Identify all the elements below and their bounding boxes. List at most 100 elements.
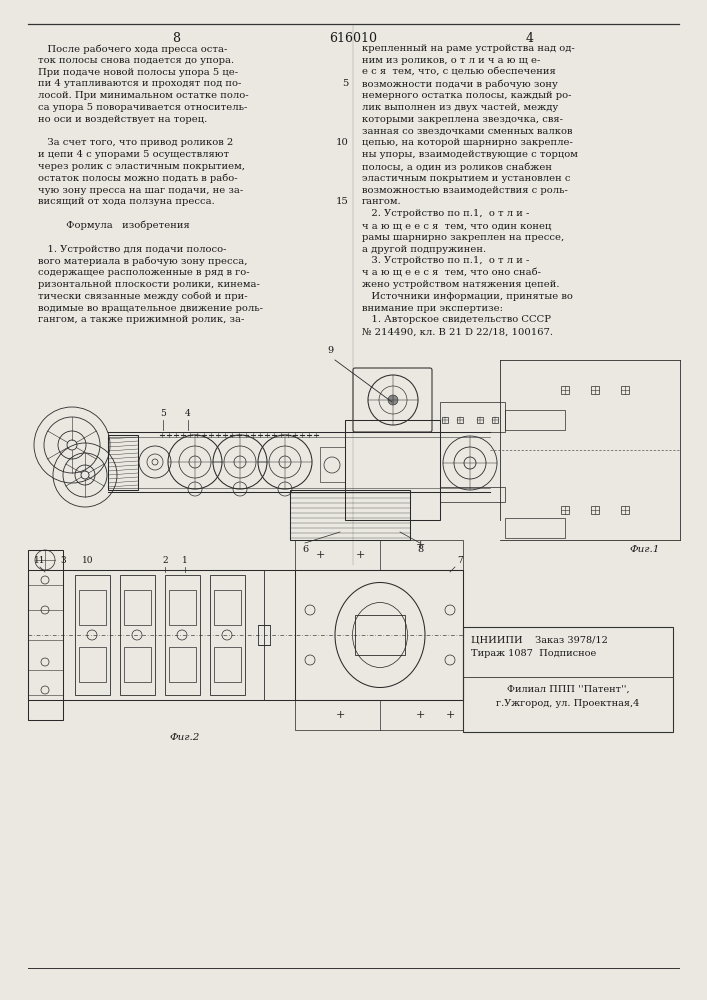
Bar: [463, 627, 673, 732]
Text: 616010: 616010: [329, 32, 377, 45]
Text: При подаче новой полосы упора 5 це-: При подаче новой полосы упора 5 це-: [38, 68, 238, 77]
Bar: [120, 575, 155, 695]
Bar: [28, 550, 63, 720]
Text: Фиг.1: Фиг.1: [630, 545, 660, 554]
Bar: [124, 590, 151, 625]
Text: 4: 4: [185, 409, 191, 418]
Bar: [457, 417, 463, 423]
Bar: [214, 590, 241, 625]
Bar: [440, 402, 505, 432]
Text: 10: 10: [82, 556, 94, 565]
Text: са упора 5 поворачивается относитель-: са упора 5 поворачивается относитель-: [38, 103, 247, 112]
Text: возможностью взаимодействия с роль-: возможностью взаимодействия с роль-: [362, 186, 568, 195]
Text: 3. Устройство по п.1,  о т л и -: 3. Устройство по п.1, о т л и -: [362, 256, 530, 265]
Text: 5: 5: [160, 409, 166, 418]
Text: но оси и воздействует на торец.: но оси и воздействует на торец.: [38, 115, 207, 124]
Text: ЦНИИПИ    Заказ 3978/12: ЦНИИПИ Заказ 3978/12: [471, 635, 608, 644]
Text: Фиг.2: Фиг.2: [170, 733, 200, 742]
Text: № 214490, кл. В 21 D 22/18, 100167.: № 214490, кл. В 21 D 22/18, 100167.: [362, 327, 553, 336]
Text: Формула   изобретения: Формула изобретения: [38, 221, 189, 231]
Bar: [591, 386, 599, 394]
Text: содержащее расположенные в ряд в го-: содержащее расположенные в ряд в го-: [38, 268, 250, 277]
Text: е с я  тем, что, с целью обеспечения: е с я тем, что, с целью обеспечения: [362, 68, 556, 77]
Bar: [210, 575, 245, 695]
Text: через ролик с эластичным покрытием,: через ролик с эластичным покрытием,: [38, 162, 245, 171]
Bar: [75, 575, 110, 695]
Bar: [320, 447, 345, 482]
Text: и цепи 4 с упорами 5 осуществляют: и цепи 4 с упорами 5 осуществляют: [38, 150, 229, 159]
Text: 8: 8: [417, 545, 423, 554]
Bar: [492, 417, 498, 423]
Text: ч а ю щ е е с я  тем, что один конец: ч а ю щ е е с я тем, что один конец: [362, 221, 551, 230]
Bar: [591, 506, 599, 514]
Text: Тираж 1087  Подписное: Тираж 1087 Подписное: [471, 649, 596, 658]
Bar: [477, 417, 483, 423]
Text: 15: 15: [336, 197, 349, 206]
Text: тически связанные между собой и при-: тически связанные между собой и при-: [38, 292, 247, 301]
Text: 7: 7: [457, 556, 463, 565]
Text: После рабочего хода пресса оста-: После рабочего хода пресса оста-: [38, 44, 228, 53]
Text: ны упоры, взаимодействующие с торцом: ны упоры, взаимодействующие с торцом: [362, 150, 578, 159]
Bar: [124, 647, 151, 682]
Text: 11: 11: [34, 556, 46, 565]
Bar: [440, 487, 505, 502]
Text: 1: 1: [182, 556, 188, 565]
Text: остаток полосы можно подать в рабо-: остаток полосы можно подать в рабо-: [38, 174, 238, 183]
Text: лик выполнен из двух частей, между: лик выполнен из двух частей, между: [362, 103, 559, 112]
Bar: [345, 420, 440, 520]
Text: которыми закреплена звездочка, свя-: которыми закреплена звездочка, свя-: [362, 115, 563, 124]
Bar: [355, 615, 405, 655]
Text: +: +: [356, 550, 365, 560]
Circle shape: [388, 395, 398, 405]
Text: крепленный на раме устройства над од-: крепленный на раме устройства над од-: [362, 44, 575, 53]
Bar: [79, 590, 106, 625]
Text: 3: 3: [60, 556, 66, 565]
Text: г.Ужгород, ул. Проектная,4: г.Ужгород, ул. Проектная,4: [496, 699, 640, 708]
Text: 1. Устройство для подачи полосо-: 1. Устройство для подачи полосо-: [38, 245, 226, 254]
Text: ч а ю щ е е с я  тем, что оно снаб-: ч а ю щ е е с я тем, что оно снаб-: [362, 268, 541, 277]
Text: висящий от хода ползуна пресса.: висящий от хода ползуна пресса.: [38, 197, 215, 206]
Text: полосы, а один из роликов снабжен: полосы, а один из роликов снабжен: [362, 162, 552, 172]
Text: ток полосы снова подается до упора.: ток полосы снова подается до упора.: [38, 56, 234, 65]
Bar: [621, 506, 629, 514]
Text: +: +: [415, 710, 425, 720]
Text: 5: 5: [343, 79, 349, 88]
Bar: [169, 647, 196, 682]
Text: а другой подпружинен.: а другой подпружинен.: [362, 245, 486, 254]
Text: +: +: [335, 710, 345, 720]
Bar: [28, 570, 463, 700]
Text: ризонтальной плоскости ролики, кинема-: ризонтальной плоскости ролики, кинема-: [38, 280, 260, 289]
Bar: [295, 700, 463, 730]
Bar: [79, 647, 106, 682]
Bar: [258, 625, 270, 645]
Bar: [505, 410, 565, 430]
Text: 4: 4: [526, 32, 534, 45]
Text: +: +: [445, 710, 455, 720]
Text: 9: 9: [327, 346, 333, 355]
Text: гангом, а также прижимной ролик, за-: гангом, а также прижимной ролик, за-: [38, 315, 245, 324]
Bar: [214, 647, 241, 682]
Bar: [295, 540, 463, 570]
Bar: [505, 518, 565, 538]
Text: немерного остатка полосы, каждый ро-: немерного остатка полосы, каждый ро-: [362, 91, 571, 100]
Text: 6: 6: [302, 545, 308, 554]
Text: эластичным покрытием и установлен с: эластичным покрытием и установлен с: [362, 174, 571, 183]
Text: цепью, на которой шарнирно закрепле-: цепью, на которой шарнирно закрепле-: [362, 138, 573, 147]
Text: 1. Авторское свидетельство СССР: 1. Авторское свидетельство СССР: [362, 315, 551, 324]
Text: лосой. При минимальном остатке поло-: лосой. При минимальном остатке поло-: [38, 91, 249, 100]
Text: ним из роликов, о т л и ч а ю щ е-: ним из роликов, о т л и ч а ю щ е-: [362, 56, 540, 65]
Text: +: +: [415, 540, 425, 550]
Text: возможности подачи в рабочую зону: возможности подачи в рабочую зону: [362, 79, 558, 89]
Text: пи 4 утапливаются и проходят под по-: пи 4 утапливаются и проходят под по-: [38, 79, 241, 88]
Bar: [165, 575, 200, 695]
Bar: [290, 490, 410, 540]
Text: жено устройством натяжения цепей.: жено устройством натяжения цепей.: [362, 280, 559, 289]
Text: +: +: [315, 550, 325, 560]
Bar: [561, 506, 569, 514]
Text: За счет того, что привод роликов 2: За счет того, что привод роликов 2: [38, 138, 233, 147]
Text: 2: 2: [162, 556, 168, 565]
Text: Источники информации, принятые во: Источники информации, принятые во: [362, 292, 573, 301]
Bar: [169, 590, 196, 625]
Bar: [442, 417, 448, 423]
Text: Филиал ППП ''Патент'',: Филиал ППП ''Патент'',: [507, 685, 629, 694]
